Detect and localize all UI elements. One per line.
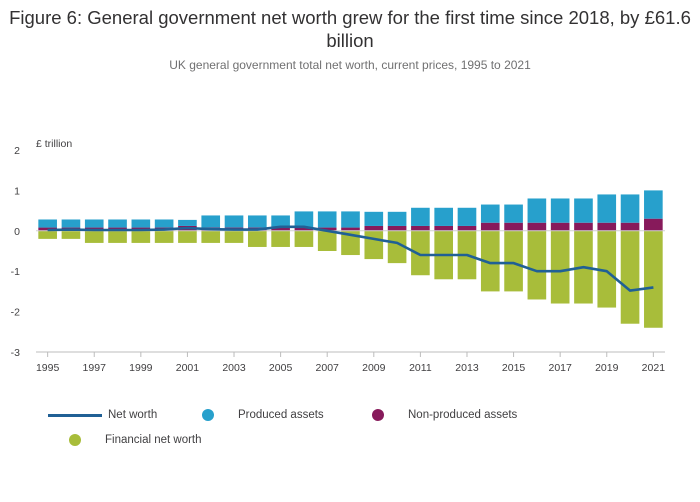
y-tick-label: -1 bbox=[11, 266, 20, 278]
bar-non-produced-assets bbox=[434, 225, 454, 231]
bar-produced-assets bbox=[294, 211, 314, 228]
net-worth-line bbox=[47, 225, 654, 292]
bar-produced-assets bbox=[504, 204, 523, 223]
bar-financial-net-worth bbox=[480, 230, 500, 292]
bar-financial-net-worth bbox=[154, 230, 174, 243]
x-tick-label: 2021 bbox=[642, 362, 666, 374]
bar-financial-net-worth bbox=[597, 230, 617, 308]
bar-financial-net-worth bbox=[644, 230, 663, 328]
x-tick-label: 1997 bbox=[83, 362, 107, 374]
bar-non-produced-assets bbox=[364, 225, 384, 231]
bar-financial-net-worth bbox=[247, 230, 267, 247]
bar-non-produced-assets bbox=[457, 225, 477, 231]
bar-financial-net-worth bbox=[178, 230, 197, 243]
bar-financial-net-worth bbox=[364, 230, 384, 260]
bar-non-produced-assets bbox=[411, 225, 430, 231]
x-tick-label: 2011 bbox=[409, 362, 432, 374]
bar-non-produced-assets bbox=[620, 222, 640, 231]
bar-produced-assets bbox=[317, 211, 337, 228]
bar-produced-assets bbox=[131, 219, 151, 228]
bar-produced-assets bbox=[61, 219, 81, 228]
bar-produced-assets bbox=[411, 207, 430, 226]
bar-financial-net-worth bbox=[224, 230, 244, 243]
x-tick-label: 2007 bbox=[316, 362, 340, 374]
y-tick-label: 2 bbox=[14, 145, 20, 157]
bar-financial-net-worth bbox=[201, 230, 221, 243]
bar-produced-assets bbox=[178, 219, 197, 226]
bar-financial-net-worth bbox=[84, 230, 104, 243]
bar-financial-net-worth bbox=[550, 230, 570, 304]
bar-financial-net-worth bbox=[620, 230, 640, 324]
x-tick-label: 2005 bbox=[269, 362, 293, 374]
bar-non-produced-assets bbox=[341, 227, 360, 231]
bar-non-produced-assets bbox=[527, 222, 547, 231]
bar-non-produced-assets bbox=[574, 222, 593, 231]
bar-non-produced-assets bbox=[504, 222, 523, 231]
bar-produced-assets bbox=[271, 215, 290, 228]
bar-non-produced-assets bbox=[317, 227, 337, 231]
bar-produced-assets bbox=[38, 219, 57, 228]
bar-non-produced-assets bbox=[271, 227, 290, 231]
bar-produced-assets bbox=[550, 198, 570, 223]
bar-financial-net-worth bbox=[131, 230, 151, 243]
bar-non-produced-assets bbox=[550, 222, 570, 231]
bar-produced-assets bbox=[387, 211, 407, 226]
y-tick-label: -3 bbox=[11, 347, 20, 359]
bar-produced-assets bbox=[457, 207, 477, 226]
bar-produced-assets bbox=[84, 219, 104, 228]
bar-financial-net-worth bbox=[108, 230, 127, 243]
y-tick-label: -2 bbox=[11, 307, 20, 319]
bar-non-produced-assets bbox=[597, 222, 617, 231]
bar-produced-assets bbox=[201, 215, 221, 228]
bar-produced-assets bbox=[480, 204, 500, 223]
bar-financial-net-worth bbox=[38, 230, 57, 239]
bar-produced-assets bbox=[527, 198, 547, 223]
bar-financial-net-worth bbox=[504, 230, 523, 292]
chart-title: Figure 6: General government net worth g… bbox=[9, 7, 691, 51]
bar-financial-net-worth bbox=[317, 230, 337, 251]
bar-financial-net-worth bbox=[387, 230, 407, 264]
bar-produced-assets bbox=[620, 194, 640, 223]
bar-financial-net-worth bbox=[411, 230, 430, 276]
bar-produced-assets bbox=[224, 215, 244, 228]
x-tick-label: 2015 bbox=[502, 362, 526, 374]
bar-financial-net-worth bbox=[61, 230, 81, 239]
bar-non-produced-assets bbox=[294, 227, 314, 231]
x-tick-label: 2001 bbox=[176, 362, 200, 374]
bar-financial-net-worth bbox=[527, 230, 547, 300]
bar-produced-assets bbox=[364, 211, 384, 226]
y-tick-label: 1 bbox=[14, 185, 20, 197]
x-tick-label: 1999 bbox=[129, 362, 153, 374]
bar-financial-net-worth bbox=[294, 230, 314, 247]
x-tick-label: 2013 bbox=[455, 362, 479, 374]
bar-produced-assets bbox=[341, 211, 360, 228]
bar-produced-assets bbox=[574, 198, 593, 223]
bar-non-produced-assets bbox=[480, 222, 500, 231]
bar-produced-assets bbox=[108, 219, 127, 228]
bar-produced-assets bbox=[597, 194, 617, 223]
y-axis-unit-label: £ trillion bbox=[36, 138, 72, 150]
bar-financial-net-worth bbox=[271, 230, 290, 247]
bar-produced-assets bbox=[247, 215, 267, 228]
y-tick-label: 0 bbox=[14, 226, 20, 238]
x-tick-label: 1995 bbox=[36, 362, 60, 374]
chart-subtitle: UK general government total net worth, c… bbox=[169, 58, 531, 72]
x-tick-label: 2009 bbox=[362, 362, 386, 374]
bar-produced-assets bbox=[434, 207, 454, 226]
x-tick-label: 2017 bbox=[548, 362, 572, 374]
x-tick-label: 2003 bbox=[222, 362, 246, 374]
bar-produced-assets bbox=[154, 219, 174, 228]
x-tick-label: 2019 bbox=[595, 362, 619, 374]
bar-non-produced-assets bbox=[644, 218, 663, 231]
bar-produced-assets bbox=[644, 190, 663, 219]
bar-non-produced-assets bbox=[387, 225, 407, 231]
